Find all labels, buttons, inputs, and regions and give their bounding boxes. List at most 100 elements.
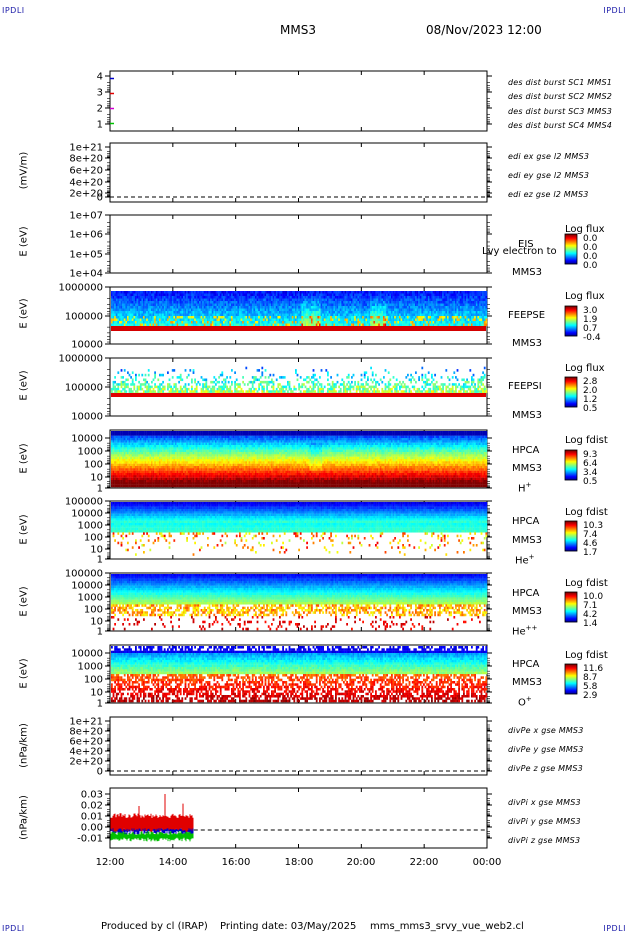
heatmap-cell xyxy=(111,303,113,307)
heatmap-cell xyxy=(195,301,198,304)
colorbar-swatch xyxy=(565,600,577,602)
heatmap-cell xyxy=(136,318,139,322)
heatmap-cell xyxy=(239,306,241,309)
heatmap-cell xyxy=(189,303,192,307)
heatmap-cell xyxy=(282,311,284,314)
heatmap-cell xyxy=(471,306,473,309)
heatmap-cell xyxy=(279,303,281,307)
heatmap-cell xyxy=(287,390,289,393)
heatmap-cell xyxy=(389,308,392,312)
heatmap-cell xyxy=(146,323,148,327)
heatmap-cell xyxy=(216,313,219,317)
heatmap-cell xyxy=(219,308,222,312)
heatmap-cell xyxy=(176,298,179,302)
heatmap-cell xyxy=(173,301,176,304)
heatmap-cell xyxy=(423,323,425,327)
heatmap-cell xyxy=(394,316,396,319)
heatmap-cell xyxy=(375,318,377,322)
heatmap-cell xyxy=(160,373,163,377)
heatmap-cell xyxy=(365,301,368,304)
heatmap-cell xyxy=(112,321,115,324)
heatmap-cell xyxy=(168,323,171,327)
heatmap-cell xyxy=(375,308,377,312)
heatmap-cell xyxy=(295,301,297,304)
heatmap-cell xyxy=(442,306,444,309)
heatmap-cell xyxy=(330,313,332,317)
heatmap-cell xyxy=(322,318,324,322)
heatmap-cell xyxy=(280,318,283,322)
heatmap-cell xyxy=(320,385,323,389)
heatmap-cell xyxy=(251,390,254,393)
heatmap-cell xyxy=(195,296,198,299)
heatmap-cell xyxy=(237,301,240,304)
heatmap-cell xyxy=(424,318,427,322)
heatmap-cell xyxy=(111,313,113,317)
heatmap-cell xyxy=(248,311,251,314)
heatmap-cell xyxy=(197,308,200,312)
heatmap-cell xyxy=(258,321,260,324)
heatmap-cell xyxy=(175,390,177,393)
heatmap-cell xyxy=(189,369,192,372)
heatmap-cell xyxy=(365,306,368,309)
heatmap-cell xyxy=(351,321,353,324)
heatmap-cell xyxy=(186,313,188,317)
heatmap-cell xyxy=(349,298,352,302)
heatmap-cell xyxy=(240,296,243,299)
heatmap-cell xyxy=(227,380,230,384)
heatmap-cell xyxy=(477,296,480,299)
heatmap-cell xyxy=(339,311,342,314)
heatmap-cell xyxy=(309,385,312,389)
heatmap-cell xyxy=(381,318,384,322)
heatmap-cell xyxy=(323,291,326,294)
heatmap-cell xyxy=(194,311,196,314)
heatmap-cell xyxy=(427,316,430,319)
heatmap-cell xyxy=(338,301,340,304)
heatmap-cell xyxy=(250,303,252,307)
heatmap-cell xyxy=(349,303,352,307)
heatmap-cell xyxy=(459,298,462,302)
heatmap-cell xyxy=(127,291,129,294)
heatmap-cell xyxy=(223,313,225,317)
heatmap-cell xyxy=(115,387,118,391)
heatmap-cell xyxy=(272,296,275,299)
heatmap-cell xyxy=(237,311,240,314)
heatmap-cell xyxy=(173,298,176,302)
heatmap-cell xyxy=(359,316,361,319)
heatmap-cell xyxy=(130,296,132,299)
y-tick-label: 10000 xyxy=(71,581,103,592)
heatmap-cell xyxy=(207,308,209,312)
heatmap-cell xyxy=(266,323,268,327)
heatmap-cell xyxy=(234,383,236,386)
heatmap-cell xyxy=(301,298,304,302)
heatmap-cell xyxy=(288,293,291,297)
heatmap-cell xyxy=(338,323,340,327)
heatmap-cell xyxy=(240,298,243,302)
heatmap-cell xyxy=(147,390,150,393)
colorbar-swatch xyxy=(565,674,577,676)
heatmap-cell xyxy=(411,293,414,297)
heatmap-cell xyxy=(125,311,128,314)
heatmap-cell xyxy=(451,313,454,317)
heatmap-cell xyxy=(128,291,131,294)
heatmap-cell xyxy=(411,306,414,309)
heatmap-cell xyxy=(458,321,460,324)
heatmap-cell xyxy=(327,313,329,317)
heatmap-cell xyxy=(375,293,377,297)
heatmap-cell xyxy=(131,298,134,302)
heatmap-cell xyxy=(226,311,228,314)
heatmap-cell xyxy=(371,306,374,309)
heatmap-cell xyxy=(176,311,179,314)
colorbar-swatch xyxy=(565,466,577,468)
heatmap-cell xyxy=(298,323,300,327)
heatmap-cell xyxy=(253,387,256,391)
heatmap-cell xyxy=(138,321,140,324)
heatmap-cell xyxy=(283,296,286,299)
heatmap-cell xyxy=(192,311,195,314)
heatmap-cell xyxy=(269,323,272,327)
heatmap-cell xyxy=(319,321,321,324)
heatmap-cell xyxy=(261,311,264,314)
heatmap-cell xyxy=(391,311,393,314)
heatmap-cell xyxy=(277,296,280,299)
heatmap-cell xyxy=(218,380,220,384)
heatmap-cell xyxy=(347,316,350,319)
